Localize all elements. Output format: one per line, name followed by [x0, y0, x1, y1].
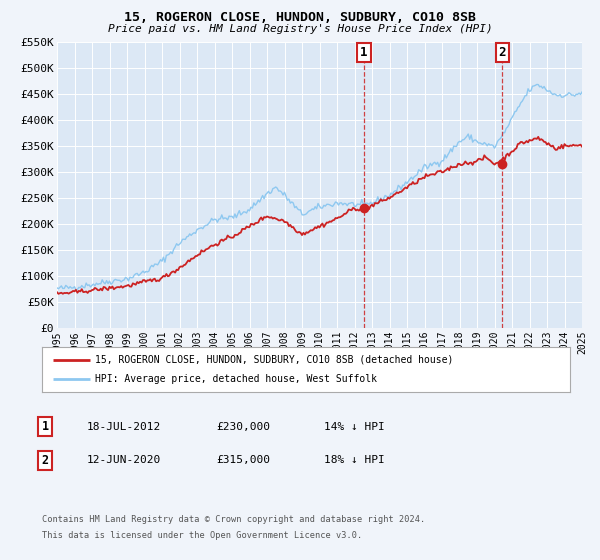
Text: HPI: Average price, detached house, West Suffolk: HPI: Average price, detached house, West…: [95, 375, 377, 385]
Text: 1: 1: [41, 420, 49, 433]
Text: 12-JUN-2020: 12-JUN-2020: [87, 455, 161, 465]
Text: 2: 2: [499, 46, 506, 59]
Text: 15, ROGERON CLOSE, HUNDON, SUDBURY, CO10 8SB (detached house): 15, ROGERON CLOSE, HUNDON, SUDBURY, CO10…: [95, 354, 453, 365]
Text: Contains HM Land Registry data © Crown copyright and database right 2024.: Contains HM Land Registry data © Crown c…: [42, 515, 425, 524]
Text: 14% ↓ HPI: 14% ↓ HPI: [324, 422, 385, 432]
Text: Price paid vs. HM Land Registry's House Price Index (HPI): Price paid vs. HM Land Registry's House …: [107, 24, 493, 34]
Text: £315,000: £315,000: [216, 455, 270, 465]
Text: 18-JUL-2012: 18-JUL-2012: [87, 422, 161, 432]
Text: £230,000: £230,000: [216, 422, 270, 432]
Text: 1: 1: [360, 46, 368, 59]
Text: 2: 2: [41, 454, 49, 467]
Text: 15, ROGERON CLOSE, HUNDON, SUDBURY, CO10 8SB: 15, ROGERON CLOSE, HUNDON, SUDBURY, CO10…: [124, 11, 476, 24]
Text: 18% ↓ HPI: 18% ↓ HPI: [324, 455, 385, 465]
Text: This data is licensed under the Open Government Licence v3.0.: This data is licensed under the Open Gov…: [42, 531, 362, 540]
